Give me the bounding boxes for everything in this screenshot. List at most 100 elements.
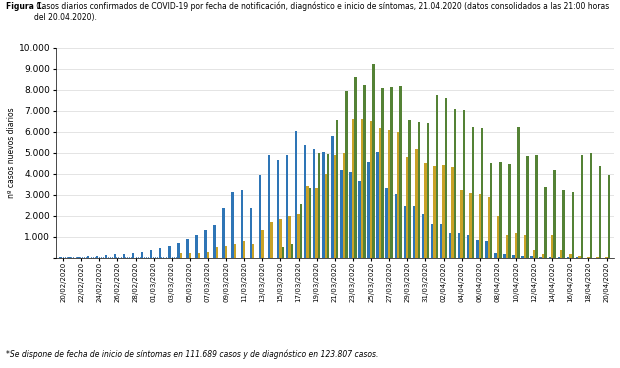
Bar (560, 250, 562, 258)
Bar (449, 233, 451, 258)
Bar (180, 254, 182, 258)
Bar (206, 252, 209, 258)
Bar (590, 153, 592, 258)
Bar (113, 254, 116, 258)
Bar (368, 162, 370, 258)
Bar (557, 257, 560, 258)
Bar (497, 216, 499, 258)
Bar (188, 254, 191, 258)
Bar (476, 240, 479, 258)
Bar (87, 256, 89, 258)
Bar (458, 233, 461, 258)
Bar (268, 155, 270, 258)
Bar (404, 206, 406, 258)
Bar (388, 130, 391, 258)
Bar (554, 170, 556, 258)
Bar (517, 127, 520, 258)
Bar (454, 109, 456, 258)
Bar (451, 167, 454, 258)
Bar (304, 145, 306, 258)
Bar (599, 166, 601, 258)
Bar (205, 230, 206, 258)
Bar (132, 253, 135, 258)
Bar (409, 120, 411, 258)
Bar (499, 162, 502, 258)
Bar (578, 255, 580, 258)
Bar (526, 156, 529, 258)
Bar (535, 155, 538, 258)
Bar (461, 191, 463, 258)
Bar (472, 127, 474, 258)
Bar (533, 250, 535, 258)
Bar (309, 188, 311, 258)
Bar (318, 153, 321, 258)
Bar (515, 233, 517, 258)
Bar (300, 204, 302, 258)
Bar (105, 255, 107, 258)
Bar (542, 254, 544, 258)
Bar (596, 257, 599, 258)
Bar (327, 154, 329, 258)
Bar (60, 257, 62, 258)
Bar (223, 208, 225, 258)
Bar (469, 192, 472, 258)
Bar (363, 85, 366, 258)
Bar (417, 122, 420, 258)
Bar (386, 188, 388, 258)
Bar (186, 239, 188, 258)
Text: Figura 1.: Figura 1. (6, 2, 45, 11)
Bar (422, 213, 424, 258)
Bar (345, 91, 348, 258)
Bar (562, 191, 565, 258)
Bar (225, 246, 228, 258)
Bar (352, 119, 354, 258)
Bar (549, 257, 551, 258)
Bar (288, 216, 291, 258)
Bar (479, 194, 481, 258)
Bar (250, 208, 252, 258)
Bar (195, 234, 198, 258)
Bar (431, 224, 433, 258)
Bar (539, 256, 542, 258)
Bar (279, 219, 281, 258)
Bar (324, 174, 327, 258)
Bar (286, 155, 288, 258)
Bar (397, 132, 399, 258)
Bar (440, 224, 442, 258)
Text: *Se dispone de fecha de inicio de síntomas en 111.689 casos y de diagnóstico en : *Se dispone de fecha de inicio de síntom… (6, 349, 379, 359)
Bar (95, 255, 98, 258)
Bar (506, 234, 508, 258)
Bar (608, 175, 610, 258)
Bar (490, 163, 492, 258)
Bar (340, 170, 343, 258)
Bar (376, 152, 379, 258)
Bar (281, 247, 284, 258)
Bar (572, 191, 574, 258)
Bar (494, 254, 497, 258)
Bar (485, 241, 487, 258)
Bar (291, 244, 293, 258)
Bar (381, 88, 384, 258)
Bar (427, 123, 429, 258)
Bar (442, 165, 445, 258)
Y-axis label: nº casos nuevos diarios: nº casos nuevos diarios (7, 107, 16, 198)
Bar (481, 128, 484, 258)
Bar (334, 155, 336, 258)
Bar (343, 153, 345, 258)
Bar (379, 128, 381, 258)
Bar (298, 213, 300, 258)
Bar (316, 188, 318, 258)
Bar (587, 256, 590, 258)
Bar (159, 248, 161, 258)
Bar (141, 252, 143, 258)
Bar (370, 121, 372, 258)
Bar (213, 225, 216, 258)
Bar (234, 244, 236, 258)
Bar (399, 86, 402, 258)
Bar (68, 257, 71, 258)
Bar (433, 166, 436, 258)
Bar (177, 243, 180, 258)
Bar (503, 254, 506, 258)
Text: Casos diarios confirmados de COVID-19 por fecha de notificación, diagnóstico e i: Casos diarios confirmados de COVID-19 po… (34, 2, 609, 22)
Bar (463, 110, 465, 258)
